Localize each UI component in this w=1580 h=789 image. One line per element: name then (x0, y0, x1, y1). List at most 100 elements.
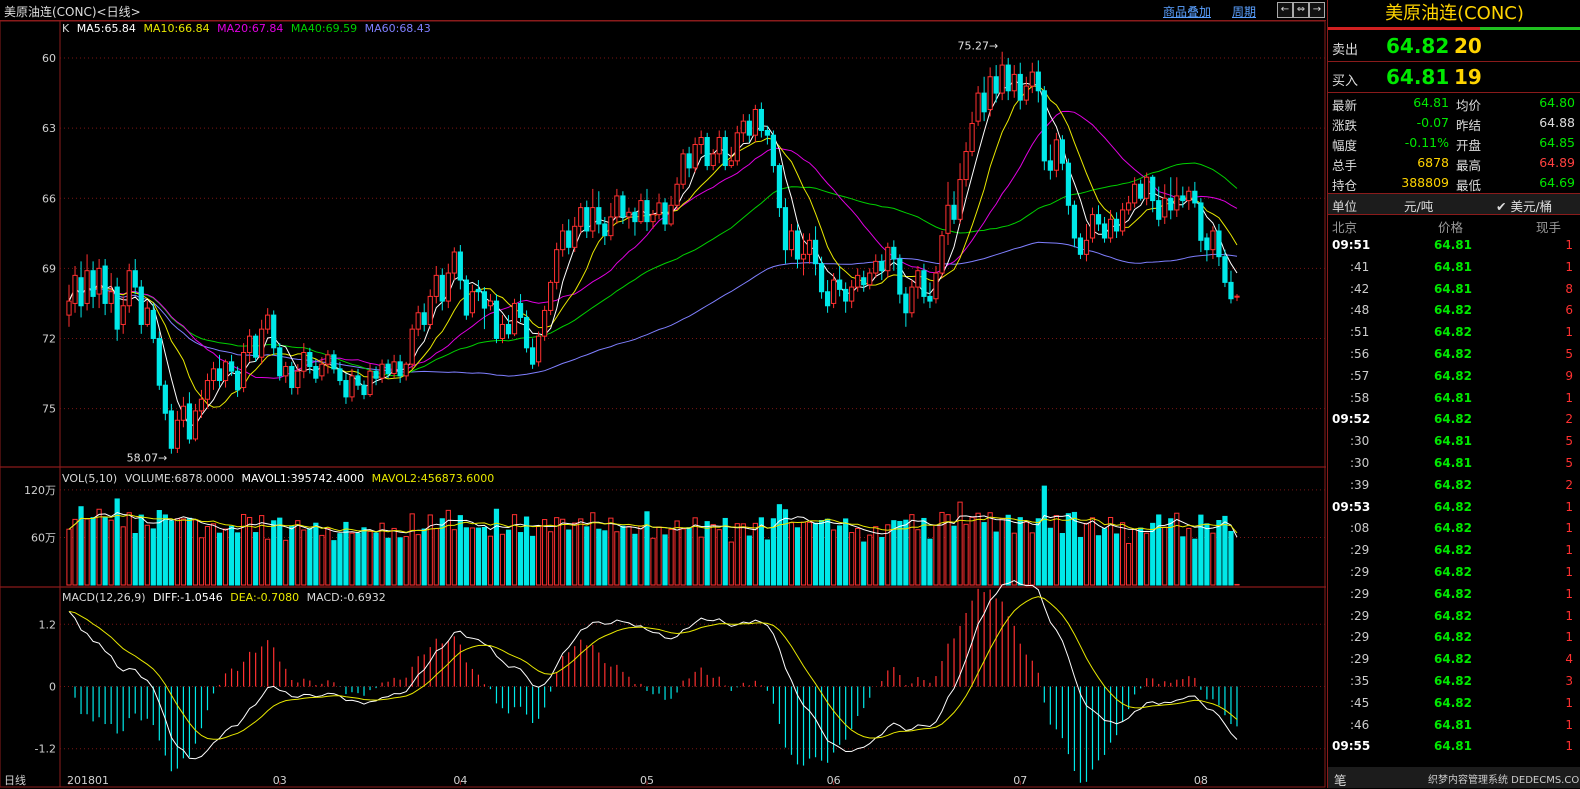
tick-volume: 8 (1565, 281, 1573, 296)
tick-volume: 1 (1565, 608, 1573, 623)
candle-body (698, 137, 704, 146)
volume-bar (505, 529, 512, 586)
chart-area[interactable]: 75 72 69 66 63 60 75.27→ 58.07→ 60万 120万 -1.2 0 1.2 日… (0, 21, 1326, 788)
candle-body (999, 64, 1005, 94)
candle-body (1113, 218, 1120, 232)
volume-bar (397, 537, 403, 586)
volume-bar (590, 512, 596, 586)
candle-body (403, 363, 409, 377)
candle-body (210, 368, 217, 382)
candle-body (879, 260, 885, 272)
tick-time: :41 (1350, 259, 1370, 274)
tab-trades[interactable]: 笔 (1334, 773, 1347, 788)
candle-body (114, 286, 120, 330)
tick-price: 64.82 (1434, 652, 1472, 667)
tick-price: 64.81 (1434, 259, 1472, 274)
tick-row: :29 64.82 1 (1328, 606, 1580, 628)
candle-body (331, 354, 337, 370)
candle-body (379, 363, 385, 379)
volume-bar (794, 527, 801, 586)
tick-row: :57 64.82 9 (1328, 366, 1580, 388)
volume-bar (879, 536, 885, 586)
candle-body (1119, 209, 1126, 232)
candle-body (78, 277, 84, 307)
candle-body (1035, 71, 1041, 92)
stat-label: 总手 (1332, 158, 1358, 173)
unit-usd-option[interactable]: ✔ 美元/桶 (1496, 199, 1553, 214)
stat-value: 64.80 (1539, 95, 1575, 110)
candle-body (367, 370, 373, 396)
mavol10-line (68, 514, 1238, 534)
tick-volume: 3 (1565, 674, 1573, 688)
volume-bar (355, 532, 361, 586)
volume-bar (132, 533, 138, 586)
tick-price: 64.82 (1434, 565, 1472, 579)
tick-volume: 5 (1565, 434, 1573, 449)
volume-bar (909, 514, 915, 586)
volume-bar (150, 528, 156, 586)
tick-volume: 1 (1565, 630, 1573, 645)
tick-row: 09:51 64.81 1 (1328, 235, 1580, 257)
volume-bar (927, 538, 933, 586)
candle-body (1017, 73, 1023, 101)
tick-tabbar: 笔 织梦内容管理系统 DEDECMS.COM (1328, 767, 1580, 788)
candle-body (271, 314, 277, 349)
candle-body (590, 207, 596, 232)
volume-bar (457, 515, 463, 586)
tick-volume: 6 (1565, 303, 1573, 318)
candle-body (409, 328, 415, 365)
volume-bar (1144, 532, 1150, 586)
overlay-product-link[interactable]: 商品叠加 (1163, 5, 1212, 19)
macd-axis-label: 1.2 (39, 618, 57, 631)
candle-body (1210, 230, 1216, 251)
candle-body (608, 216, 614, 237)
candle-body (818, 263, 825, 293)
unit-yuan-option[interactable]: 元/吨 (1404, 199, 1434, 214)
candle-body (1071, 204, 1078, 239)
volume-bar (1222, 515, 1228, 586)
tick-row: :42 64.81 8 (1328, 279, 1580, 301)
tick-list[interactable]: 09:51 64.81 1:41 64.81 1:42 64.81 8:48 64.82 6:5… (1328, 235, 1580, 767)
tick-row: :41 64.81 1 (1328, 257, 1580, 279)
scroll-left-button[interactable]: ← (1277, 2, 1293, 18)
volume-bar (475, 527, 482, 586)
volume-bar (168, 520, 174, 586)
candle-body (644, 200, 650, 223)
candle-body (427, 295, 433, 325)
scroll-right-button[interactable]: → (1309, 2, 1325, 18)
tick-volume: 1 (1565, 543, 1573, 558)
stat-value: 64.85 (1539, 135, 1575, 150)
candle-body (987, 76, 993, 110)
candle-body (319, 363, 325, 377)
volume-bar (818, 520, 825, 586)
stat-label: 最低 (1456, 178, 1482, 193)
candle-body (963, 151, 969, 181)
candle-body (1107, 218, 1114, 239)
volume-bar (487, 535, 494, 586)
price-axis-label: 66 (42, 192, 56, 205)
volume-bar (1047, 527, 1053, 586)
zoom-button[interactable]: ⇔ (1293, 2, 1309, 18)
tick-volume: 5 (1565, 347, 1573, 361)
candle-body (90, 270, 96, 297)
period-link[interactable]: 周期 (1232, 5, 1257, 19)
volume-bar (903, 519, 909, 586)
period-label: 日线 (4, 773, 26, 787)
tick-volume: 2 (1565, 412, 1573, 427)
volume-bar (650, 537, 656, 586)
volume-bar (415, 534, 421, 586)
tick-price: 64.82 (1434, 521, 1472, 536)
tick-price: 64.81 (1434, 717, 1472, 732)
tick-price: 64.82 (1434, 695, 1472, 710)
tick-time: :29 (1350, 608, 1370, 623)
candle-body (1234, 295, 1240, 298)
candle-body (192, 410, 199, 440)
candle-body (162, 384, 168, 414)
legend-mavol2: MAVOL2:456873.6000 (371, 472, 495, 485)
volume-bar (933, 524, 939, 586)
kline-chart[interactable]: 75 72 69 66 63 60 75.27→ 58.07→ 60万 120万 -1.2 0 1.2 日… (0, 21, 1326, 788)
tick-row: :29 64.82 1 (1328, 584, 1580, 606)
candle-body (788, 230, 795, 251)
volume-bar (283, 539, 289, 586)
tick-price: 64.82 (1434, 347, 1472, 361)
